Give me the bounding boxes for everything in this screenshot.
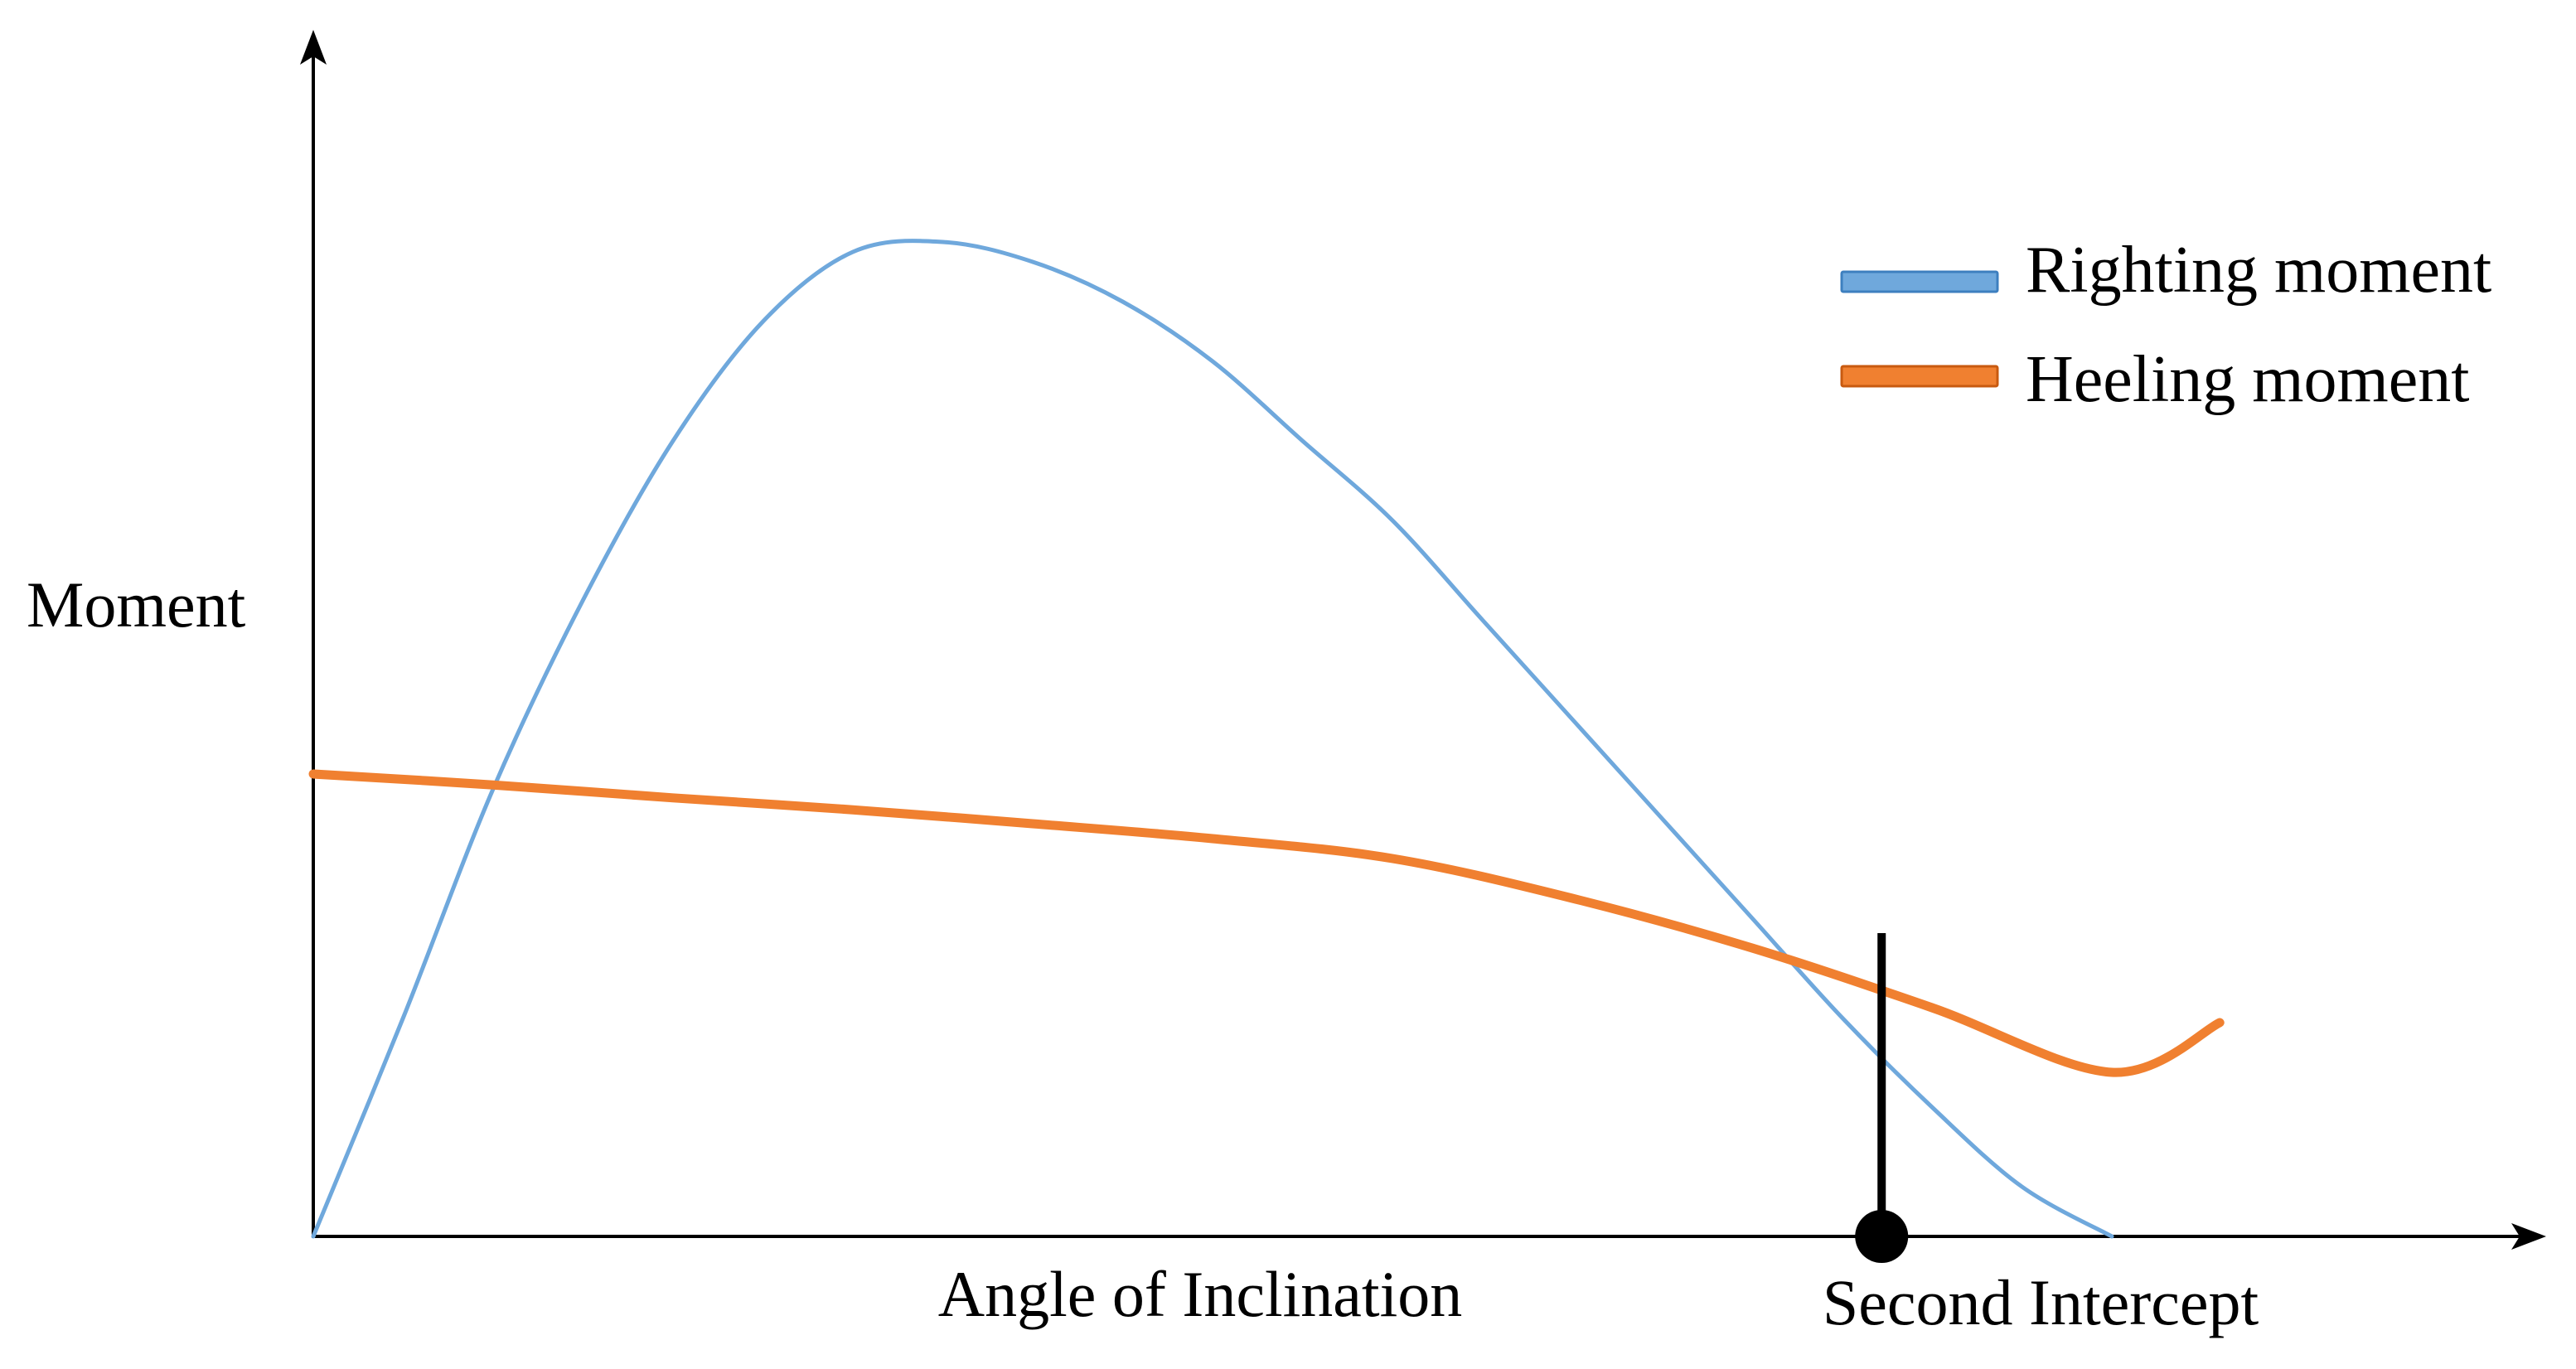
legend-label-righting: Righting moment [2026, 234, 2491, 307]
y-axis-label: Moment [27, 568, 246, 641]
x-axis-arrow-icon [2511, 1223, 2546, 1250]
second-intercept-label: Second Intercept [1823, 1266, 2259, 1338]
heeling-moment-line [308, 769, 2225, 1077]
legend-swatch-righting [1840, 270, 1999, 293]
legend-swatch-heeling [1840, 365, 1999, 388]
second-intercept-marker [1855, 1210, 1909, 1263]
y-axis-arrow-icon [300, 30, 327, 65]
x-axis-label: Angle of Inclination [938, 1258, 1463, 1330]
legend: Righting moment Heeling moment [1840, 234, 2491, 416]
legend-label-heeling: Heeling moment [2026, 343, 2469, 416]
righting-moment-line [311, 239, 2114, 1239]
